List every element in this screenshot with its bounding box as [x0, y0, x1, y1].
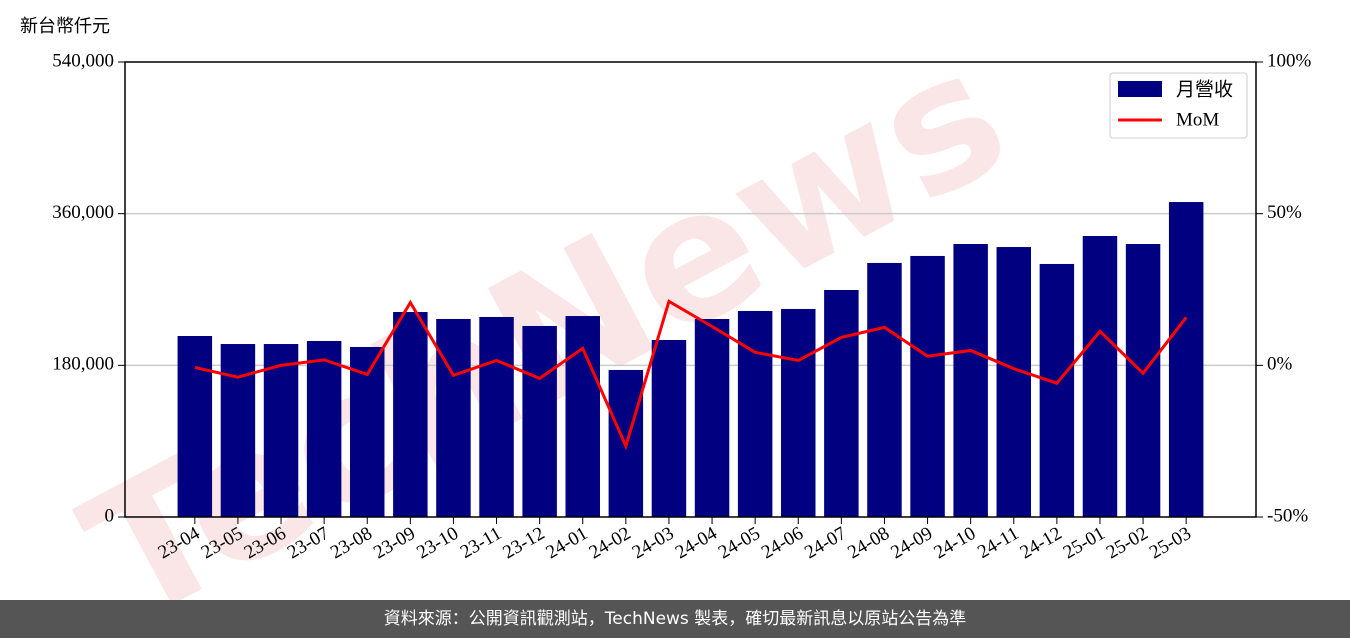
- bar: [436, 318, 471, 517]
- bar: [1082, 235, 1118, 518]
- y-axis-label: 新台幣仟元: [20, 16, 110, 37]
- bar: [953, 244, 988, 517]
- footer-bar: [0, 600, 1350, 638]
- x-tick-label: 24-11: [974, 523, 1022, 563]
- y-tick-label: 540,000: [52, 50, 114, 71]
- bar: [263, 344, 299, 517]
- x-tick-label: 24-05: [715, 523, 764, 563]
- bar: [1039, 263, 1075, 517]
- x-tick-label: 24-02: [586, 523, 635, 563]
- y2-tick-label: 0%: [1267, 354, 1293, 375]
- x-tick-label: 24-07: [801, 523, 850, 563]
- plot-frame: [124, 61, 1257, 518]
- x-tick-label: 25-01: [1060, 523, 1109, 563]
- x-tick-label: 23-11: [457, 523, 505, 563]
- y2-tick-label: -50%: [1267, 505, 1308, 526]
- x-tick-label: 24-10: [930, 523, 979, 563]
- bar: [522, 325, 557, 517]
- bar: [781, 308, 816, 517]
- bar: [220, 344, 256, 517]
- bar: [910, 255, 945, 517]
- bar: [306, 340, 342, 517]
- x-tick-label: 24-03: [629, 523, 678, 563]
- x-tick-label: 24-08: [844, 523, 893, 563]
- footer: 資料來源：公開資訊觀測站，TechNews 製表，確切最新訊息以原站公告為準: [384, 609, 966, 629]
- x-tick-label: 23-12: [499, 523, 548, 563]
- y2-tick-label: 100%: [1267, 50, 1312, 71]
- bar: [479, 316, 514, 517]
- y2-tick-label: 50%: [1267, 202, 1302, 223]
- bar: [1125, 244, 1161, 517]
- legend-swatch: [1118, 81, 1162, 97]
- bar: [694, 318, 730, 517]
- bar: [393, 311, 428, 517]
- x-tick-label: 24-12: [1017, 523, 1066, 563]
- x-tick-label: 24-09: [887, 523, 936, 563]
- x-tick-label: 25-03: [1146, 523, 1195, 563]
- bar: [737, 310, 773, 517]
- x-tick-label: 25-02: [1103, 523, 1152, 563]
- y-tick-label: 360,000: [52, 202, 114, 223]
- bar: [996, 247, 1032, 518]
- bar: [177, 336, 213, 517]
- bar: [867, 262, 902, 517]
- legend-label: MoM: [1176, 109, 1219, 130]
- y-tick-label: 180,000: [52, 354, 114, 375]
- bar: [824, 290, 859, 517]
- x-tick-label: 23-10: [413, 523, 462, 563]
- y-tick-label: 0: [105, 505, 115, 526]
- legend-label: 月營收: [1176, 79, 1233, 101]
- x-tick-label: 24-04: [672, 523, 721, 564]
- mom-line: [194, 299, 1188, 451]
- bar: [1168, 202, 1204, 518]
- bar: [651, 339, 687, 517]
- x-tick-label: 24-01: [543, 523, 592, 563]
- bar: [565, 316, 600, 517]
- x-tick-label: 24-06: [758, 523, 807, 563]
